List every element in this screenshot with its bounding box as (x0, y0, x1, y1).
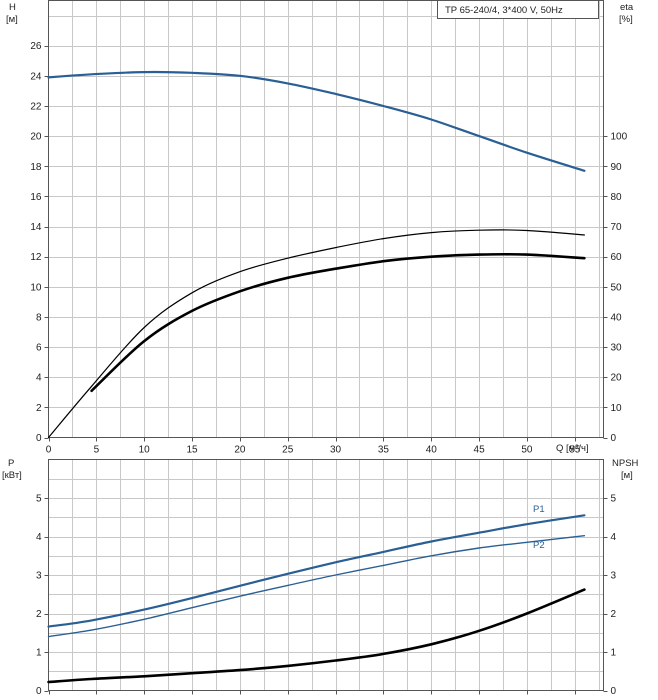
bottom-left-tick-label: 4 (36, 532, 42, 543)
x-tick-label: 10 (139, 445, 151, 456)
x-tick-label: 15 (186, 445, 198, 456)
chart-title-box (437, 0, 599, 19)
top-left-tick-label: 8 (36, 312, 42, 323)
axis-ticks: 0246810121416182022242601020304050607080… (30, 41, 627, 697)
series-label-p2: P2 (533, 540, 545, 551)
bottom-left-axis-name: P (8, 458, 14, 469)
top-series-line-2 (90, 252, 586, 393)
chart-title: TP 65-240/4, 3*400 V, 50Hz (445, 5, 563, 16)
top-left-tick-label: 10 (30, 282, 42, 293)
top-series-line-1 (47, 229, 585, 439)
x-tick-label: 40 (426, 445, 438, 456)
top-left-tick-label: 12 (30, 252, 42, 263)
top-left-axis-name: H (9, 2, 16, 13)
top-right-tick-label: 0 (611, 433, 617, 444)
x-tick-label: 20 (234, 445, 246, 456)
top-right-axis-unit: [%] (619, 14, 633, 25)
x-tick-label: 30 (330, 445, 342, 456)
top-right-tick-label: 80 (611, 192, 623, 203)
x-tick-label: 0 (46, 445, 52, 456)
top-right-tick-label: 20 (611, 373, 623, 384)
top-left-tick-label: 24 (30, 71, 42, 82)
bottom-left-tick-label: 5 (36, 494, 42, 505)
bottom-right-axis-unit: [м] (621, 470, 633, 481)
top-right-tick-label: 50 (611, 282, 623, 293)
top-right-tick-label: 40 (611, 312, 623, 323)
top-left-tick-label: 14 (30, 222, 42, 233)
bottom-right-tick-label: 2 (611, 609, 617, 620)
bottom-right-tick-label: 3 (611, 571, 617, 582)
x-tick-label: 45 (474, 445, 486, 456)
x-tick-label: 50 (521, 445, 533, 456)
bottom-right-tick-label: 4 (611, 532, 617, 543)
top-left-tick-label: 4 (36, 373, 42, 384)
bottom-right-axis-name: NPSH (612, 458, 639, 469)
top-right-tick-label: 90 (611, 162, 623, 173)
top-panel-frame (48, 0, 604, 438)
bottom-left-axis-unit: [кВт] (2, 470, 22, 481)
top-right-axis-name: eta (620, 2, 634, 13)
top-left-tick-label: 20 (30, 132, 42, 143)
x-tick-label: 35 (378, 445, 390, 456)
top-panel-grid (48, 0, 604, 438)
x-axis-label: Q [м³/ч] (556, 443, 589, 454)
bottom-series-line-0 (47, 514, 586, 628)
series-lines (47, 70, 586, 684)
top-left-tick-label: 2 (36, 403, 42, 414)
x-tick-label: 5 (94, 445, 100, 456)
top-left-tick-label: 0 (36, 433, 42, 444)
bottom-series-line-2 (47, 588, 586, 684)
x-tick-label: 25 (282, 445, 294, 456)
bottom-right-tick-label: 5 (611, 494, 617, 505)
top-series-line-0 (47, 70, 586, 172)
top-left-axis-unit: [м] (6, 14, 18, 25)
top-right-tick-label: 70 (611, 222, 623, 233)
top-left-tick-label: 16 (30, 192, 42, 203)
top-right-tick-label: 60 (611, 252, 623, 263)
bottom-right-tick-label: 1 (611, 648, 617, 659)
bottom-left-tick-label: 3 (36, 571, 42, 582)
top-left-tick-label: 18 (30, 162, 42, 173)
bottom-left-tick-label: 0 (36, 686, 42, 697)
bottom-left-tick-label: 2 (36, 609, 42, 620)
bottom-panel-grid (48, 459, 604, 691)
top-left-tick-label: 6 (36, 343, 42, 354)
series-label-p1: P1 (533, 504, 545, 515)
top-left-tick-label: 22 (30, 101, 42, 112)
bottom-series-line-1 (47, 535, 586, 638)
top-right-tick-label: 100 (611, 132, 628, 143)
x-tick-label: 55 (569, 445, 581, 456)
top-left-tick-label: 26 (30, 41, 42, 52)
bottom-right-tick-label: 0 (611, 686, 617, 697)
bottom-left-tick-label: 1 (36, 648, 42, 659)
top-right-tick-label: 30 (611, 343, 623, 354)
top-right-tick-label: 10 (611, 403, 623, 414)
